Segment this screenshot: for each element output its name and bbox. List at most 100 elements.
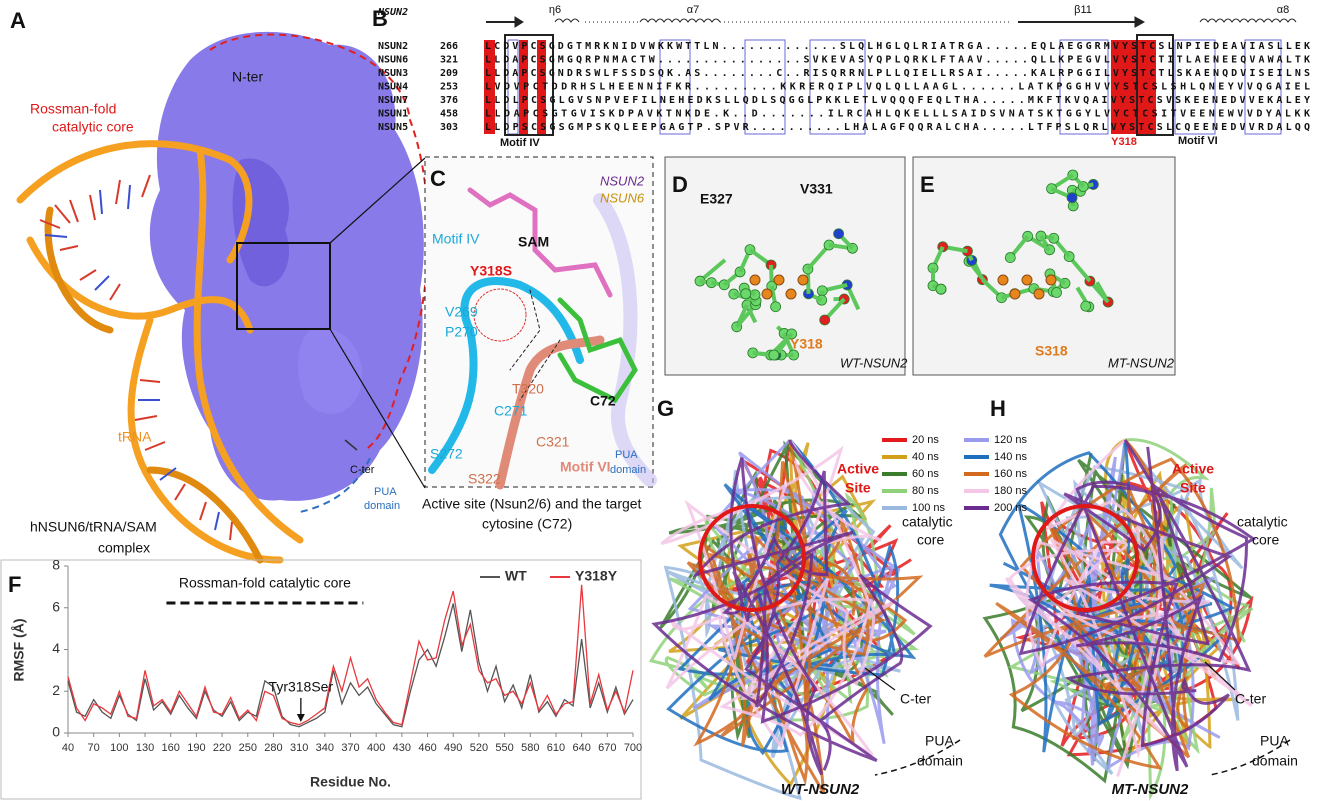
label: 80 ns xyxy=(912,485,939,497)
trna-ribbon xyxy=(16,140,304,564)
label: 266 xyxy=(440,41,458,52)
bond xyxy=(698,258,727,283)
label: 20 ns xyxy=(912,434,939,446)
label: 580 xyxy=(521,742,539,754)
label: 458 xyxy=(440,109,458,120)
atom xyxy=(1021,274,1033,286)
label: NSUN6 xyxy=(600,190,645,205)
label: α8 xyxy=(1277,4,1289,16)
label: 160 ns xyxy=(994,468,1028,480)
label: E xyxy=(920,172,935,197)
label: NSUN5 xyxy=(378,122,408,133)
label: LVDVPCTDDRHSLHEENNIFKR.........KKRERQIPL… xyxy=(485,82,1310,93)
label: Y318S xyxy=(470,263,512,279)
label: Site xyxy=(845,480,871,496)
label: NSUN4 xyxy=(378,82,408,93)
label: 190 xyxy=(187,742,205,754)
core-outline xyxy=(209,33,430,451)
label: 550 xyxy=(495,742,513,754)
label: C-ter xyxy=(350,464,375,476)
label: 376 xyxy=(440,95,458,106)
atom xyxy=(773,274,785,286)
label: η6 xyxy=(549,4,561,16)
atom xyxy=(1080,300,1092,312)
label: N-ter xyxy=(232,69,263,85)
label: Y318 xyxy=(790,336,823,352)
label: RMSF (Å) xyxy=(11,619,27,682)
label: 310 xyxy=(290,742,308,754)
atom xyxy=(768,349,780,361)
label: 250 xyxy=(239,742,257,754)
label: 670 xyxy=(598,742,616,754)
label: 400 xyxy=(367,742,385,754)
label: Motif VI xyxy=(1178,135,1218,147)
atom xyxy=(749,274,761,286)
atom xyxy=(1051,287,1062,298)
label: 40 ns xyxy=(912,451,939,463)
atom xyxy=(740,288,752,300)
label: 160 xyxy=(162,742,180,754)
label: F xyxy=(8,572,21,597)
label: domain xyxy=(364,500,400,512)
atom xyxy=(785,288,797,300)
label: 100 xyxy=(110,742,128,754)
label: E327 xyxy=(700,191,733,207)
label: 70 xyxy=(88,742,100,754)
trajectory-ribbon xyxy=(983,438,1241,770)
label: PUA xyxy=(615,449,638,461)
label: 280 xyxy=(264,742,282,754)
label: PUA xyxy=(1260,733,1289,749)
label: NSUN2 xyxy=(377,7,408,18)
label: PUA xyxy=(925,733,954,749)
label: Y318 xyxy=(1111,136,1137,148)
ball-stick-models xyxy=(694,169,1114,361)
label: PUA xyxy=(374,486,397,498)
label: catalytic core xyxy=(52,119,134,135)
label: 370 xyxy=(341,742,359,754)
label: 4 xyxy=(52,640,60,656)
label: 700 xyxy=(624,742,642,754)
label: 130 xyxy=(136,742,154,754)
zoom-line xyxy=(329,157,426,244)
label: C-ter xyxy=(1235,691,1266,707)
c-ter-arrow xyxy=(344,439,358,451)
label: 430 xyxy=(393,742,411,754)
label: 140 ns xyxy=(994,451,1028,463)
label: LCDVPCSGDGTMRKNIDVWKKWTTLN.............S… xyxy=(485,41,1310,52)
atom xyxy=(1004,252,1016,263)
rmsf-line xyxy=(67,584,634,726)
label: 60 ns xyxy=(912,468,939,480)
label: C72 xyxy=(590,393,616,409)
label: α7 xyxy=(687,4,699,16)
pua-outline xyxy=(1209,739,1291,776)
label: B xyxy=(372,6,388,31)
label: 6 xyxy=(52,598,60,614)
label: WT-NSUN2 xyxy=(840,355,908,370)
label: 640 xyxy=(572,742,590,754)
label: C-ter xyxy=(900,691,931,707)
chart-frame xyxy=(0,559,642,800)
label: H xyxy=(990,396,1006,421)
label: NSUN7 xyxy=(378,95,408,106)
label: P270 xyxy=(445,324,478,340)
label: NSUN2 xyxy=(378,41,408,52)
label: A xyxy=(10,8,26,33)
c-ter-arrow xyxy=(1204,661,1236,691)
label: MT-NSUN2 xyxy=(1108,355,1175,370)
label: C321 xyxy=(536,434,570,450)
label: C xyxy=(430,166,446,191)
active-site-model xyxy=(428,187,657,490)
pua-outline xyxy=(874,739,961,776)
label: 253 xyxy=(440,82,458,93)
label: MT-NSUN2 xyxy=(1112,781,1189,798)
atom xyxy=(833,228,845,240)
atom xyxy=(1045,274,1057,286)
label: S272 xyxy=(430,446,463,462)
atom xyxy=(997,274,1009,286)
md-superposition xyxy=(648,438,1257,801)
atom xyxy=(797,274,809,286)
label: SAM xyxy=(518,234,549,250)
atom xyxy=(819,314,831,326)
label: Active site (Nsun2/6) and the target xyxy=(422,496,642,512)
